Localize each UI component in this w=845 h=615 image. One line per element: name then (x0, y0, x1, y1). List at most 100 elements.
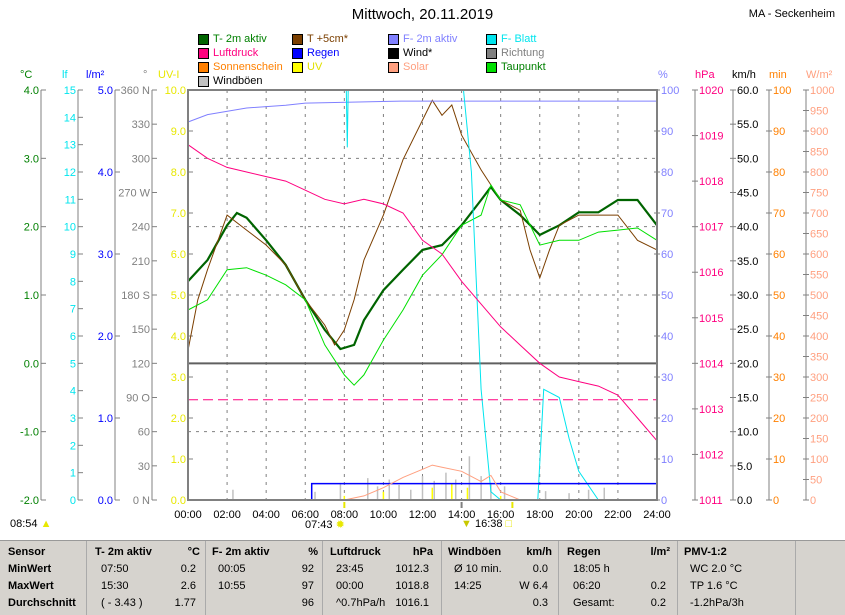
table-cell-time: 23:45 (336, 563, 364, 575)
sun-icon: ▲ (40, 518, 52, 530)
axis-tick-label: 150 (132, 324, 150, 336)
legend-item: Solar (388, 61, 429, 73)
table-header-unit: °C (187, 546, 200, 558)
axis-tick-label: 3.0 (98, 249, 113, 261)
table-cell-time: 00:05 (218, 563, 246, 575)
plot-frame (187, 89, 658, 501)
arrow-down-icon: ▼ (461, 518, 472, 530)
legend-item: F- Blatt (486, 33, 536, 45)
axis-unit-label: km/h (732, 69, 756, 81)
table-header-unit: % (308, 546, 318, 558)
axis-tick-label: 20 (661, 413, 673, 425)
table-cell-time: Ø 10 min. (454, 563, 502, 575)
series-taupunkt (187, 183, 658, 386)
column-separator (558, 541, 559, 615)
table-header: Windböen (448, 546, 502, 558)
x-tick-label: 16:00 (487, 509, 515, 521)
axis-tick-label: 70 (773, 208, 785, 220)
axis-tick-label: 1.0 (171, 454, 186, 466)
x-tick-label: 22:00 (604, 509, 632, 521)
axis-tick-label: 3.0 (171, 372, 186, 384)
axis-tick-label: 60.0 (737, 85, 758, 97)
axis-tick-label: 330 (132, 119, 150, 131)
table-cell-time: 10:55 (218, 580, 246, 592)
legend-label: F- 2m aktiv (403, 33, 458, 45)
axis-tick-label: 60 (138, 427, 150, 439)
axis-tick-label: 5 (70, 358, 76, 370)
column-separator (677, 541, 678, 615)
series-luftdruck (187, 144, 658, 442)
axis-tick-label: 400 (810, 331, 828, 343)
axis-tick-label: 550 (810, 270, 828, 282)
axis-tick-label: 1.0 (24, 290, 39, 302)
table-cell-value: 0.2 (650, 597, 666, 609)
table-cell-value: 96 (301, 597, 314, 609)
table-cell-time: ^0.7hPa/h (336, 597, 386, 609)
axis-tick-label: 2 (70, 440, 76, 452)
axis-tick-label: 60 (773, 249, 785, 261)
axis-unit-label: hPa (695, 69, 715, 81)
series-f-blatt (188, 89, 657, 501)
chart-title: Mittwoch, 20.11.2019 (351, 6, 494, 23)
table-cell-value: 0.2 (650, 580, 666, 592)
legend-item: T +5cm* (292, 33, 348, 45)
table-row-label: MinWert (8, 563, 52, 575)
axis-tick-label: 700 (810, 208, 828, 220)
axis-tick-label: 50 (773, 290, 785, 302)
axis-tick-label: 1019 (699, 131, 723, 143)
table-header-unit: hPa (412, 546, 433, 558)
legend-swatch (486, 33, 497, 45)
table-header: PMV-1:2 (684, 546, 727, 558)
axis-tick-label: 450 (810, 311, 828, 323)
axis-tick-label: 850 (810, 147, 828, 159)
left-time-label: 08:54 (10, 518, 38, 530)
axis-tick-label: 210 (132, 256, 150, 268)
axis-tick-label: 350 (810, 352, 828, 364)
table-row-label: MaxWert (8, 580, 54, 592)
axis-tick-label: 8.0 (171, 167, 186, 179)
axis-tick-label: 0 (661, 495, 667, 507)
x-tick-label: 06:00 (291, 509, 319, 521)
axis-tick-label: 20 (773, 413, 785, 425)
axis-tick-label: 50 (810, 475, 822, 487)
axis-tick-label: 0.0 (737, 495, 752, 507)
axis-tick-label: 5.0 (737, 461, 752, 473)
x-tick-label: 02:00 (213, 509, 241, 521)
sunrise-time: 07:43 (305, 519, 333, 531)
table-row-label: Durchschnitt (8, 597, 76, 609)
axis-tick-label: 650 (810, 229, 828, 241)
axis-tick-label: 1013 (699, 404, 723, 416)
sunrise-icon: ✹ (335, 519, 345, 531)
table-header: T- 2m aktiv (95, 546, 152, 558)
axis-tick-label: 30 (773, 372, 785, 384)
axis-tick-label: 30.0 (737, 290, 758, 302)
column-separator (441, 541, 442, 615)
table-cell-time: TP 1.6 °C (690, 580, 738, 592)
column-separator (795, 541, 796, 615)
axis-tick-label: -2.0 (20, 495, 39, 507)
axis-tick-label: 40 (773, 331, 785, 343)
legend-label: Richtung (501, 47, 545, 59)
axis-tick-label: 10.0 (737, 427, 758, 439)
legend-item: Windböen (198, 75, 263, 87)
axis-tick-label: 1012 (699, 449, 723, 461)
table-cell-value: 1012.3 (395, 563, 429, 575)
axis-tick-label: 5.0 (98, 85, 113, 97)
table-cell-value: 1.77 (174, 597, 196, 609)
axis-tick-label: 6 (70, 331, 76, 343)
x-tick-label: 08:00 (331, 509, 359, 521)
axis-tick-label: 5.0 (171, 290, 186, 302)
axis-tick-label: 100 (661, 85, 679, 97)
stats-table: Sensor T- 2m aktiv °C F- 2m aktiv% Luftdruck… (0, 540, 845, 615)
x-tick-label: 00:00 (174, 509, 202, 521)
axis-tick-label: 360 N (121, 85, 150, 97)
axis-tick-label: 80 (661, 167, 673, 179)
table-cell-time: 15:30 (101, 580, 129, 592)
axis-tick-label: 15 (64, 85, 76, 97)
x-tick-label: 12:00 (409, 509, 437, 521)
axis-unit-label: lf (62, 69, 68, 81)
axis-unit-label: W/m² (806, 69, 833, 81)
table-cell-value: 97 (301, 580, 314, 592)
legend-item: T- 2m aktiv (198, 33, 267, 45)
